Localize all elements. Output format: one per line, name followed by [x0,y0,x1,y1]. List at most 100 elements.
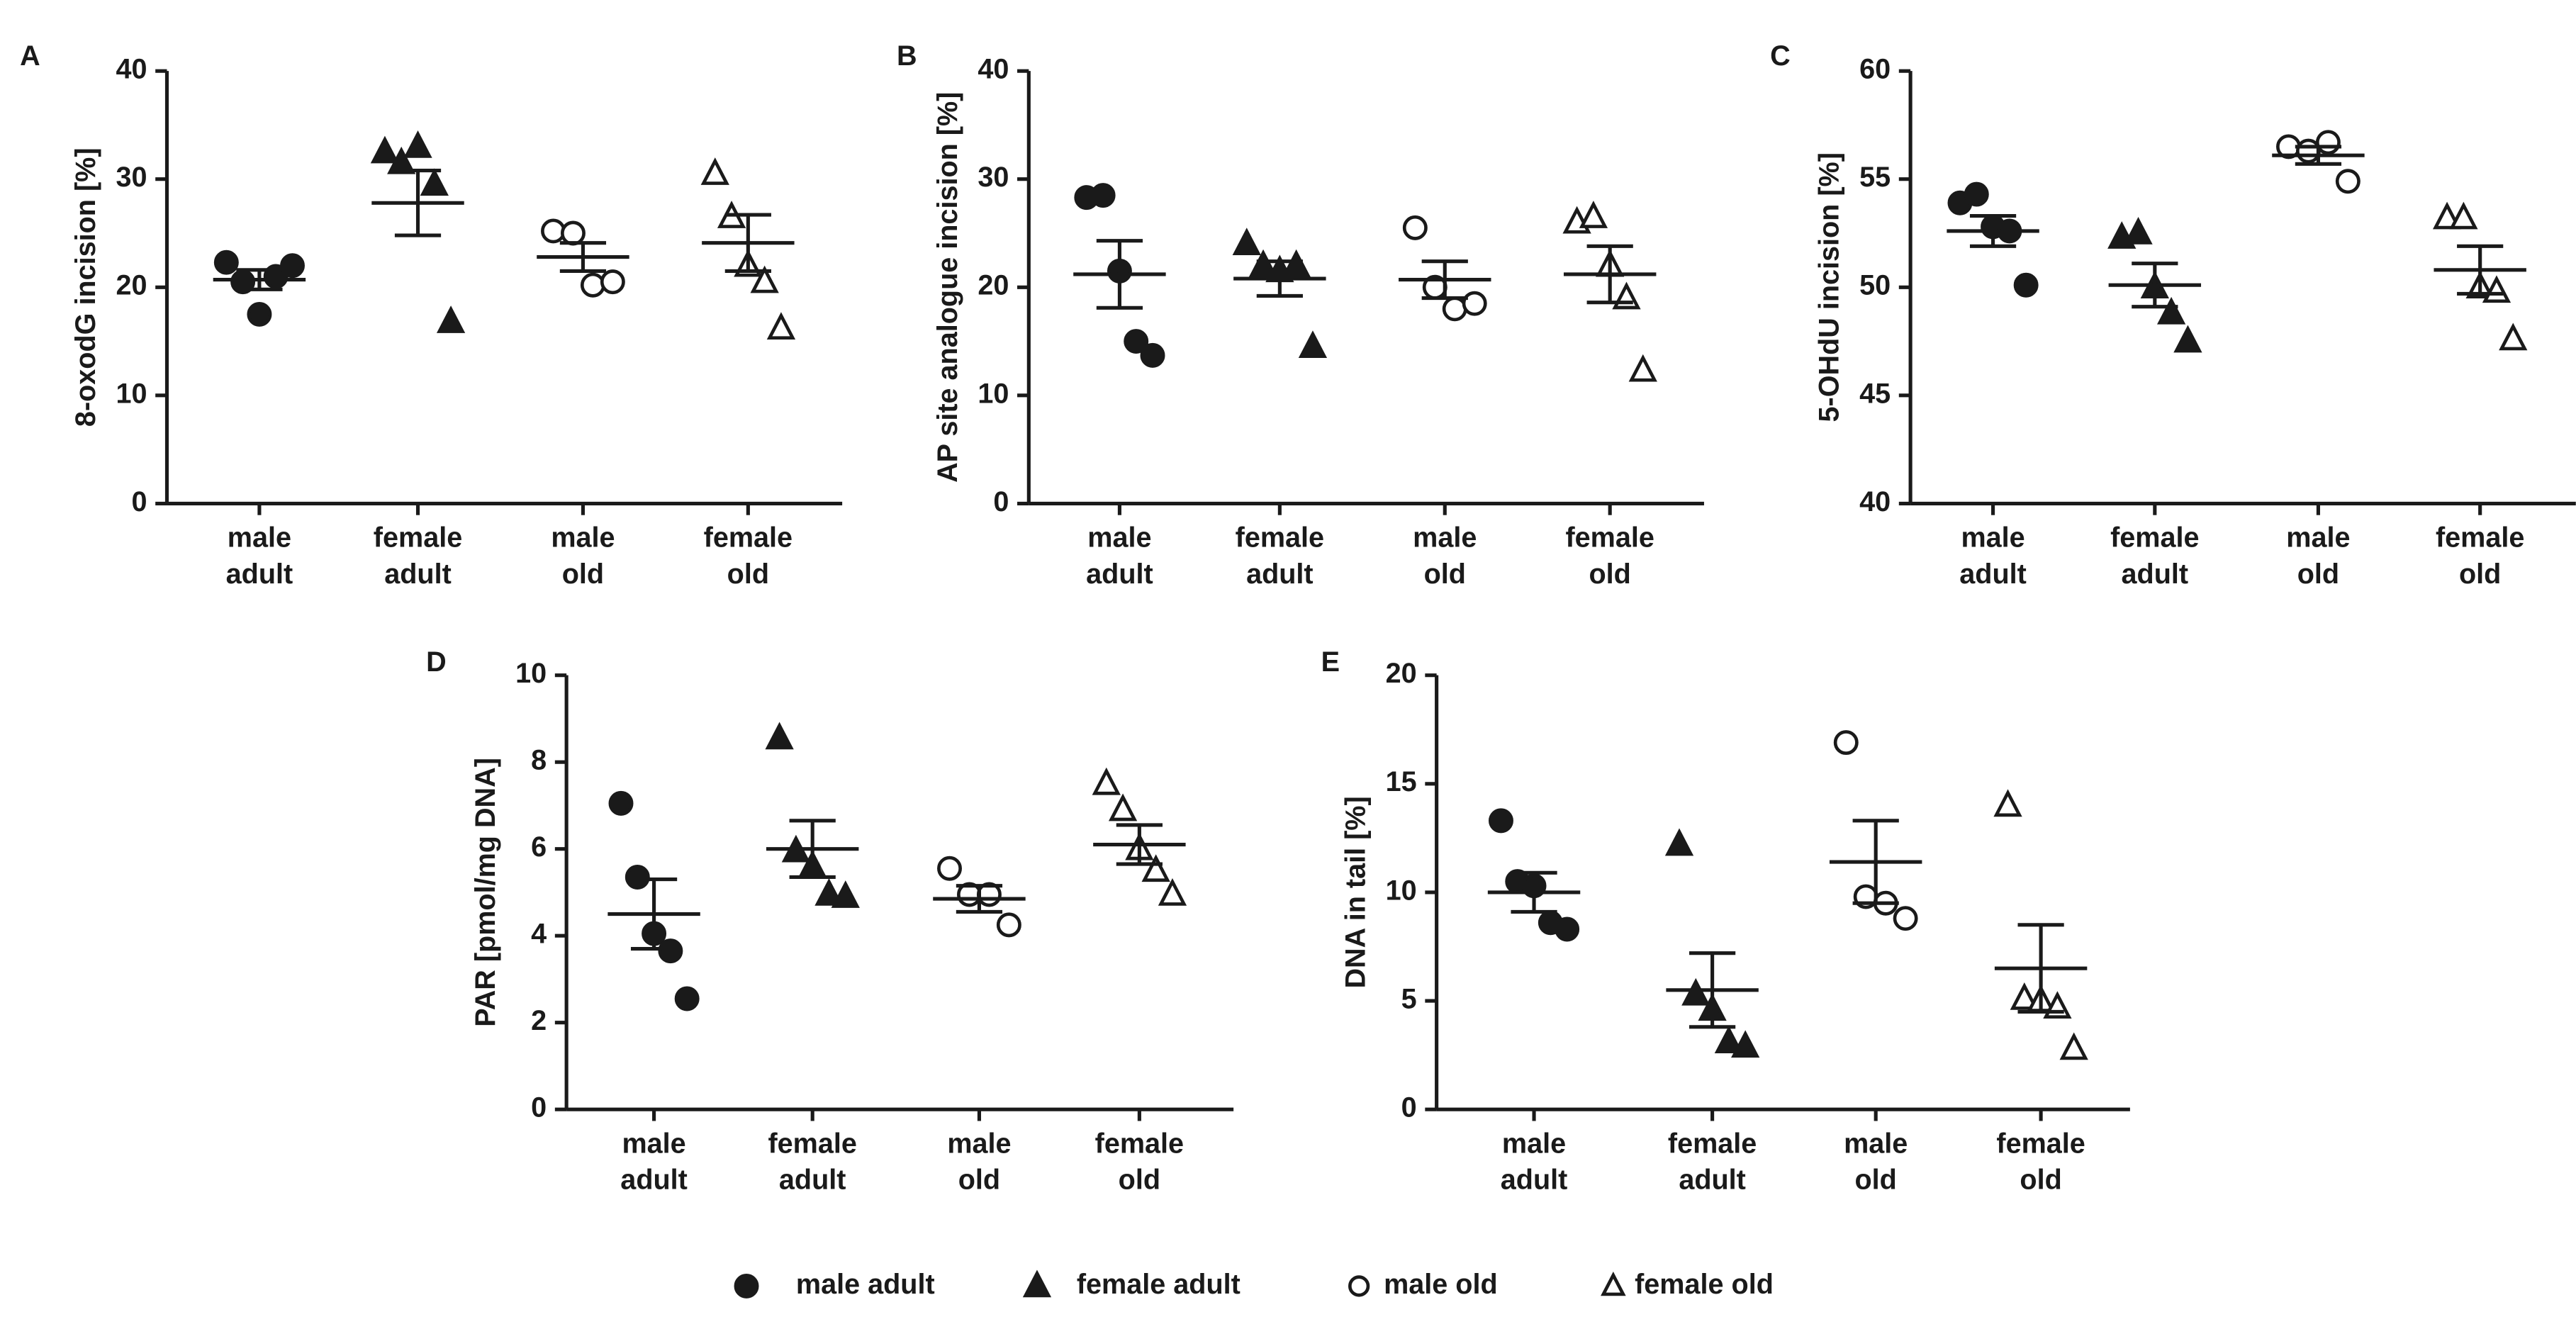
data-point [600,269,625,295]
data-point [2499,323,2528,351]
y-axis-label: PAR [pmol/mg DNA] [470,758,501,1027]
x-tick-label: male adult [1959,522,2027,590]
data-point [1232,228,1261,256]
x-tick-label: female adult [1236,522,1324,590]
x-tick-label: male adult [226,522,293,590]
data-point [766,312,796,340]
x-tick-label: male old [1413,522,1477,590]
data-point [1714,1026,1744,1054]
x-tick-label: male old [551,522,615,590]
panel-label: D [426,646,447,678]
y-tick-label: 20 [1386,658,1417,689]
x-tick-label: female old [704,522,793,590]
y-tick-label: 10 [978,378,1009,409]
y-axis-label: DNA in tail [%] [1340,796,1371,988]
data-point [1555,916,1580,942]
y-tick-label: 0 [1401,1092,1417,1123]
y-tick-label: 40 [978,54,1009,85]
data-point [1282,249,1311,277]
y-tick-label: 20 [978,270,1009,301]
x-tick-label: male old [947,1128,1011,1196]
data-point [1124,329,1149,354]
y-tick-label: 45 [1859,378,1891,409]
x-tick-label: male adult [620,1128,688,1196]
data-point [1731,1030,1760,1058]
legend-marker [1022,1269,1052,1298]
data-point [674,986,700,1011]
legend-label: female adult [1077,1269,1241,1300]
panel-label: E [1321,646,1340,678]
data-point [436,305,466,333]
data-point [2010,982,2039,1010]
y-tick-label: 40 [116,54,147,85]
y-tick-label: 30 [978,162,1009,193]
data-point [1893,906,1918,931]
data-point [1108,793,1138,821]
data-point [1462,291,1487,316]
data-point [1140,342,1165,368]
data-point [608,790,634,816]
data-point [700,157,729,185]
x-tick-label: female old [1565,522,1654,590]
y-tick-label: 20 [116,270,147,301]
data-point [541,218,566,244]
data-point [403,130,432,158]
y-tick-label: 8 [531,745,547,776]
y-tick-label: 10 [116,378,147,409]
data-point [937,856,962,881]
data-point [2432,201,2462,230]
panel-label: C [1770,40,1791,72]
data-point [1442,296,1467,322]
x-tick-label: female adult [768,1128,856,1196]
data-point [2449,201,2478,230]
data-point [580,272,605,298]
legend-marker [1601,1272,1626,1296]
y-axis-label: 5-OHdU incision [%] [1814,152,1845,422]
y-tick-label: 60 [1859,54,1891,85]
data-point [1248,249,1278,277]
x-tick-label: male adult [1501,1128,1568,1196]
data-point [765,722,794,750]
legend-label: male adult [796,1269,935,1300]
x-tick-label: female old [2436,522,2524,590]
y-tick-label: 0 [132,486,147,517]
x-tick-label: female adult [374,522,462,590]
y-axis-label: 8-oxodG incision [%] [70,147,101,427]
y-tick-label: 2 [531,1005,547,1036]
data-point [280,253,305,279]
data-point [1402,215,1428,240]
data-point [1628,354,1657,382]
data-point [1488,808,1513,834]
y-tick-label: 55 [1859,162,1891,193]
x-tick-label: male old [1844,1128,1908,1196]
y-tick-label: 5 [1401,984,1417,1015]
data-point [2124,217,2153,245]
y-tick-label: 10 [1386,875,1417,906]
data-point [1158,878,1187,906]
x-tick-label: male adult [1086,522,1153,590]
y-tick-label: 40 [1859,486,1891,517]
data-point [1579,201,1608,228]
legend-marker [734,1273,759,1299]
x-tick-label: female old [1095,1128,1184,1196]
legend-marker [1348,1275,1370,1297]
data-point [1964,181,1989,207]
data-point [750,265,779,293]
data-point [996,912,1021,938]
data-point [2156,296,2186,325]
y-tick-label: 6 [531,831,547,863]
y-tick-label: 0 [531,1092,547,1123]
data-point [814,878,844,906]
data-point [1141,854,1170,882]
panel-label: B [897,40,917,72]
x-tick-label: female old [1996,1128,2085,1196]
data-point [1993,789,2022,817]
data-point [420,168,449,196]
data-point [1664,828,1694,856]
data-point [2335,169,2361,194]
data-point [1298,330,1328,358]
data-point [1092,767,1121,795]
y-tick-label: 30 [116,162,147,193]
y-axis-label: AP site analogue incision [%] [932,92,963,483]
data-point [1833,730,1859,756]
